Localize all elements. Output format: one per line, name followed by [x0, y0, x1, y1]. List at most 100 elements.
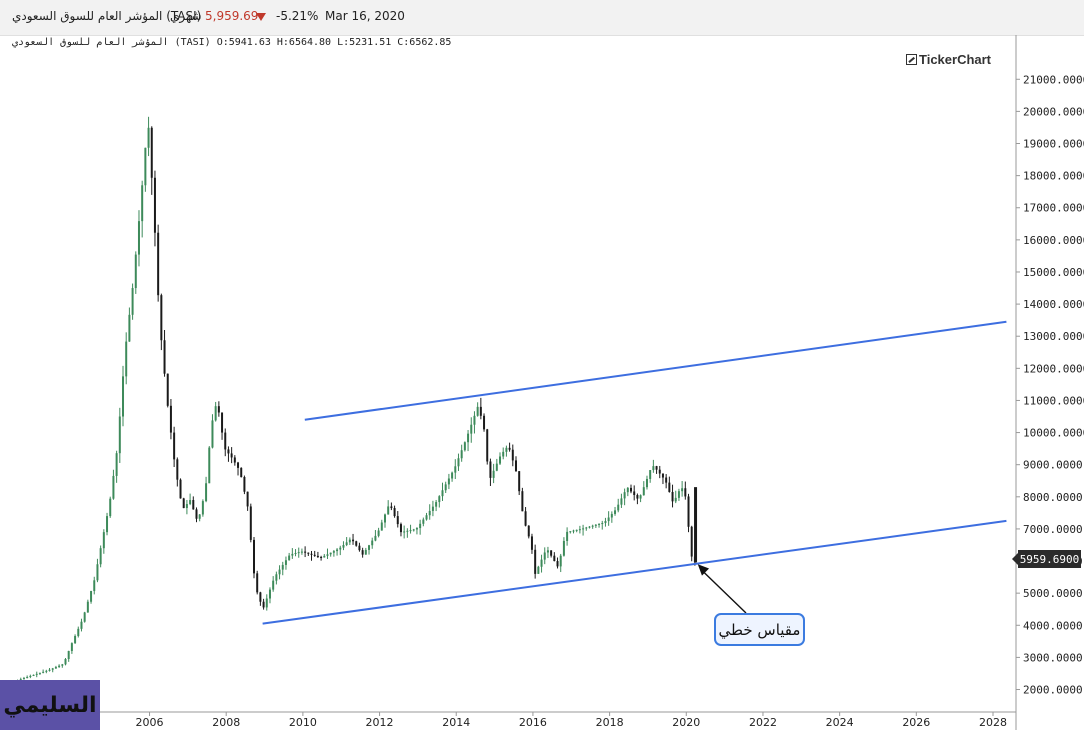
- x-tick-label: 2026: [902, 716, 930, 729]
- candle-up: [147, 127, 150, 148]
- candle-up: [211, 420, 214, 448]
- candle-up: [380, 522, 383, 531]
- x-tick-label: 2010: [289, 716, 317, 729]
- candle-down: [668, 482, 671, 492]
- candle-down: [230, 453, 233, 458]
- candle-down: [179, 479, 182, 499]
- candle-up: [585, 527, 588, 529]
- candle-down: [237, 462, 240, 468]
- candle-up: [265, 598, 268, 608]
- y-tick-label: 17000.0000: [1023, 202, 1084, 215]
- candle-up: [281, 564, 284, 570]
- candle-down: [262, 601, 265, 608]
- candle-up: [607, 517, 610, 522]
- candle-up: [90, 591, 93, 602]
- candle-up: [540, 559, 543, 567]
- candle-up: [342, 544, 345, 548]
- candle-down: [358, 545, 361, 551]
- candle-up: [275, 574, 278, 581]
- candle-up: [677, 491, 680, 498]
- candle-up: [278, 569, 281, 575]
- candle-down: [390, 506, 393, 509]
- candle-up: [537, 566, 540, 574]
- candle-down: [489, 461, 492, 478]
- candle-up: [189, 500, 192, 505]
- y-tick-label: 2000.0000: [1023, 684, 1083, 697]
- candle-down: [160, 295, 163, 341]
- annotation-box[interactable]: مقياس خطي: [714, 613, 805, 646]
- candle-down: [173, 432, 176, 460]
- candle-down: [221, 412, 224, 433]
- candle-up: [406, 530, 409, 532]
- candle-up: [559, 555, 562, 567]
- candle-up: [61, 664, 64, 666]
- candle-up: [642, 487, 645, 496]
- candle-up: [639, 495, 642, 499]
- candle-up: [457, 458, 460, 467]
- candle-down: [217, 406, 220, 413]
- y-tick-label: 4000.0000: [1023, 619, 1083, 632]
- candle-down: [511, 449, 514, 461]
- chart-logo-icon: [906, 54, 917, 65]
- y-tick-label: 7000.0000: [1023, 523, 1083, 536]
- x-tick-label: 2020: [672, 716, 700, 729]
- candle-down: [304, 551, 307, 553]
- candle-down: [169, 405, 172, 433]
- x-tick-label: 2018: [596, 716, 624, 729]
- candle-up: [582, 528, 585, 530]
- candle-up: [297, 552, 300, 554]
- candle-up: [598, 523, 601, 525]
- ohlc-open: O:5941.63: [216, 37, 271, 48]
- candle-down: [655, 466, 658, 470]
- candle-up: [572, 530, 575, 532]
- candle-up: [109, 498, 112, 517]
- candle-down: [166, 373, 169, 406]
- y-tick-label: 5000.0000: [1023, 587, 1083, 600]
- annotation-arrowhead: [697, 564, 710, 576]
- lower_channel-line: [262, 519, 1007, 625]
- candle-up: [74, 635, 77, 644]
- period-label[interactable]: شهري: [170, 9, 202, 23]
- ohlc-readout: المؤشر العام للسوق السعودي (TASI) O:5941.…: [12, 37, 457, 48]
- candle-up: [617, 504, 620, 511]
- candle-up: [42, 671, 45, 673]
- symbol-name[interactable]: المؤشر العام للسوق السعودي (TASI): [12, 9, 202, 23]
- candle-down: [153, 177, 156, 233]
- candle-up: [323, 555, 326, 558]
- candle-down: [227, 449, 230, 454]
- candle-up: [106, 516, 109, 533]
- candle-down: [320, 556, 323, 558]
- candle-down: [636, 495, 639, 499]
- ohlc-close: C:6562.85: [397, 37, 452, 48]
- candle-up: [99, 548, 102, 565]
- candle-up: [185, 504, 188, 509]
- candle-up: [371, 540, 374, 546]
- candle-up: [96, 564, 99, 581]
- candle-up: [463, 442, 466, 451]
- candle-up: [284, 560, 287, 565]
- candle-up: [294, 553, 297, 555]
- candle-down: [310, 553, 313, 555]
- candle-up: [45, 670, 48, 672]
- y-tick-label: 12000.0000: [1023, 362, 1084, 375]
- candle-down: [396, 516, 399, 525]
- candle-down: [307, 552, 310, 554]
- candle-down: [355, 541, 358, 546]
- candle-up: [451, 472, 454, 479]
- candle-up: [134, 254, 137, 289]
- candle-up: [476, 406, 479, 416]
- y-tick-label: 14000.0000: [1023, 298, 1084, 311]
- candle-up: [19, 679, 22, 681]
- candle-up: [454, 466, 457, 473]
- candle-down: [630, 487, 633, 492]
- candle-down: [508, 447, 511, 450]
- candle-up: [128, 314, 131, 342]
- candle-up: [674, 497, 677, 502]
- candle-up: [288, 555, 291, 561]
- x-tick-label: 2028: [979, 716, 1007, 729]
- x-tick-label: 2014: [442, 716, 470, 729]
- candle-up: [467, 433, 470, 443]
- candle-up: [58, 665, 61, 668]
- candle-down: [524, 511, 527, 526]
